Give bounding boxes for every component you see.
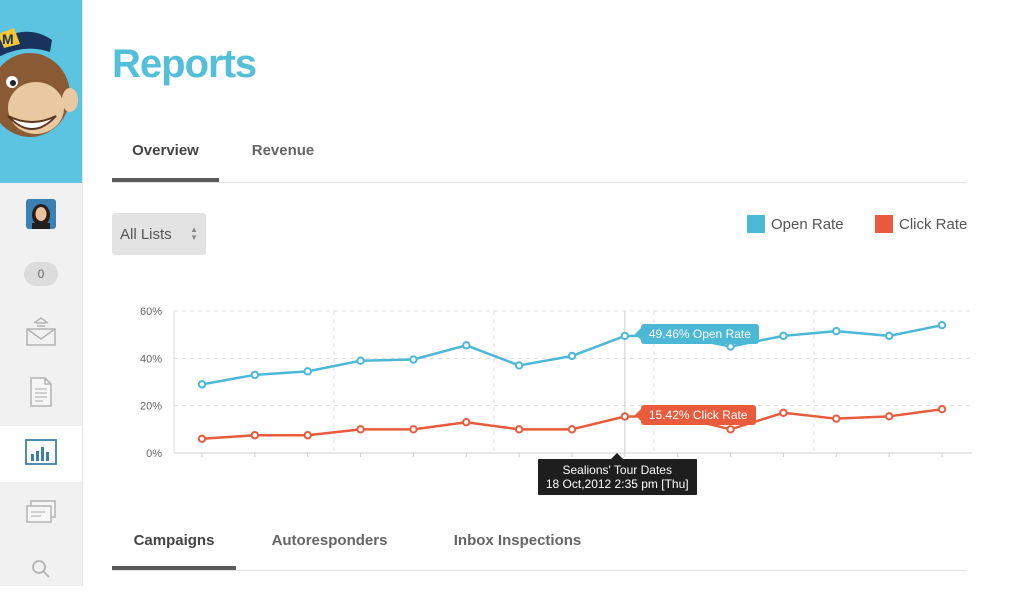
sidebar-item-campaigns[interactable] [0, 306, 82, 362]
tooltip-title: Sealions' Tour Dates [562, 463, 672, 477]
data-point [937, 405, 947, 414]
legend-label-open-rate: Open Rate [771, 215, 844, 233]
data-point [937, 321, 947, 330]
tab-inbox-inspections[interactable]: Inbox Inspections [453, 532, 582, 549]
document-icon [29, 376, 53, 412]
data-point [884, 331, 894, 341]
data-point [779, 331, 788, 341]
bar-chart-icon [25, 438, 57, 470]
tab-active-indicator [112, 566, 236, 570]
envelope-icon [25, 316, 57, 352]
tab-autoresponders[interactable]: Autoresponders [271, 532, 388, 549]
sidebar-item-search[interactable] [0, 546, 82, 596]
data-point [409, 425, 418, 434]
data-point [356, 356, 365, 365]
data-point [726, 342, 735, 351]
open-rate-swatch [747, 215, 765, 233]
data-point [514, 425, 524, 434]
data-point [832, 326, 841, 336]
data-point [462, 418, 471, 427]
data-point [409, 355, 418, 364]
data-point [567, 425, 577, 434]
stack-icon [25, 499, 57, 529]
select-arrows-icon: ▲ ▼ [190, 225, 198, 242]
data-point [514, 361, 524, 370]
notification-badge[interactable]: 0 [24, 262, 58, 286]
legend-item-open-rate: Open Rate [747, 215, 844, 233]
list-select[interactable]: All Lists ▲ ▼ [112, 213, 206, 255]
y-tick-label: 20% [140, 401, 162, 413]
svg-text:M: M [2, 31, 14, 47]
data-point [620, 331, 630, 341]
data-point [197, 434, 207, 444]
series-line-click-rate [201, 407, 943, 441]
sidebar-item-templates[interactable] [0, 366, 82, 422]
data-point [620, 412, 630, 421]
main-content: Reports Overview Revenue All Lists ▲ ▼ Op… [112, 0, 972, 586]
search-icon [31, 559, 51, 584]
data-point [567, 351, 577, 361]
legend-item-click-rate: Click Rate [875, 215, 967, 233]
sidebar-item-reports[interactable] [0, 426, 82, 482]
legend-label-click-rate: Click Rate [899, 215, 968, 233]
sidebar-item-notifications[interactable]: 0 [0, 246, 82, 302]
y-tick-label: 60% [140, 306, 162, 318]
list-select-value: All Lists [120, 225, 172, 243]
freddie-logo[interactable]: M [0, 0, 82, 183]
y-tick-label: 0% [146, 448, 162, 460]
data-point [832, 414, 841, 423]
campaign-tabs: Campaigns Autoresponders Inbox Inspectio… [112, 532, 966, 571]
report-tabs: Overview Revenue [112, 142, 966, 183]
data-point [303, 431, 312, 440]
y-tick-label: 40% [140, 353, 162, 365]
tooltip-date: 18 Oct,2012 2:35 pm [Thu] [545, 477, 689, 491]
tab-overview[interactable]: Overview [132, 142, 199, 159]
avatar[interactable] [26, 199, 56, 229]
data-point [250, 431, 260, 440]
tab-active-indicator [112, 178, 219, 182]
data-point [462, 341, 471, 350]
data-point [726, 425, 735, 434]
data-point [250, 370, 260, 380]
data-point [884, 412, 894, 421]
page-title: Reports [112, 42, 257, 86]
data-point [779, 408, 788, 417]
click-rate-swatch [875, 215, 893, 233]
tab-revenue[interactable]: Revenue [251, 142, 315, 159]
sidebar-item-lists[interactable] [0, 486, 82, 542]
sidebar-item-profile[interactable] [0, 186, 82, 242]
sidebar: M 0 [0, 0, 83, 586]
data-point [303, 367, 312, 376]
open-rate-callout: 49.46% Open Rate [634, 323, 759, 344]
click-rate-callout: 15.42% Click Rate [634, 404, 756, 425]
data-point [197, 380, 207, 389]
data-point [356, 425, 365, 434]
tab-campaigns[interactable]: Campaigns [133, 532, 215, 549]
chart-tooltip: Sealions' Tour Dates 18 Oct,2012 2:35 pm… [537, 453, 697, 495]
